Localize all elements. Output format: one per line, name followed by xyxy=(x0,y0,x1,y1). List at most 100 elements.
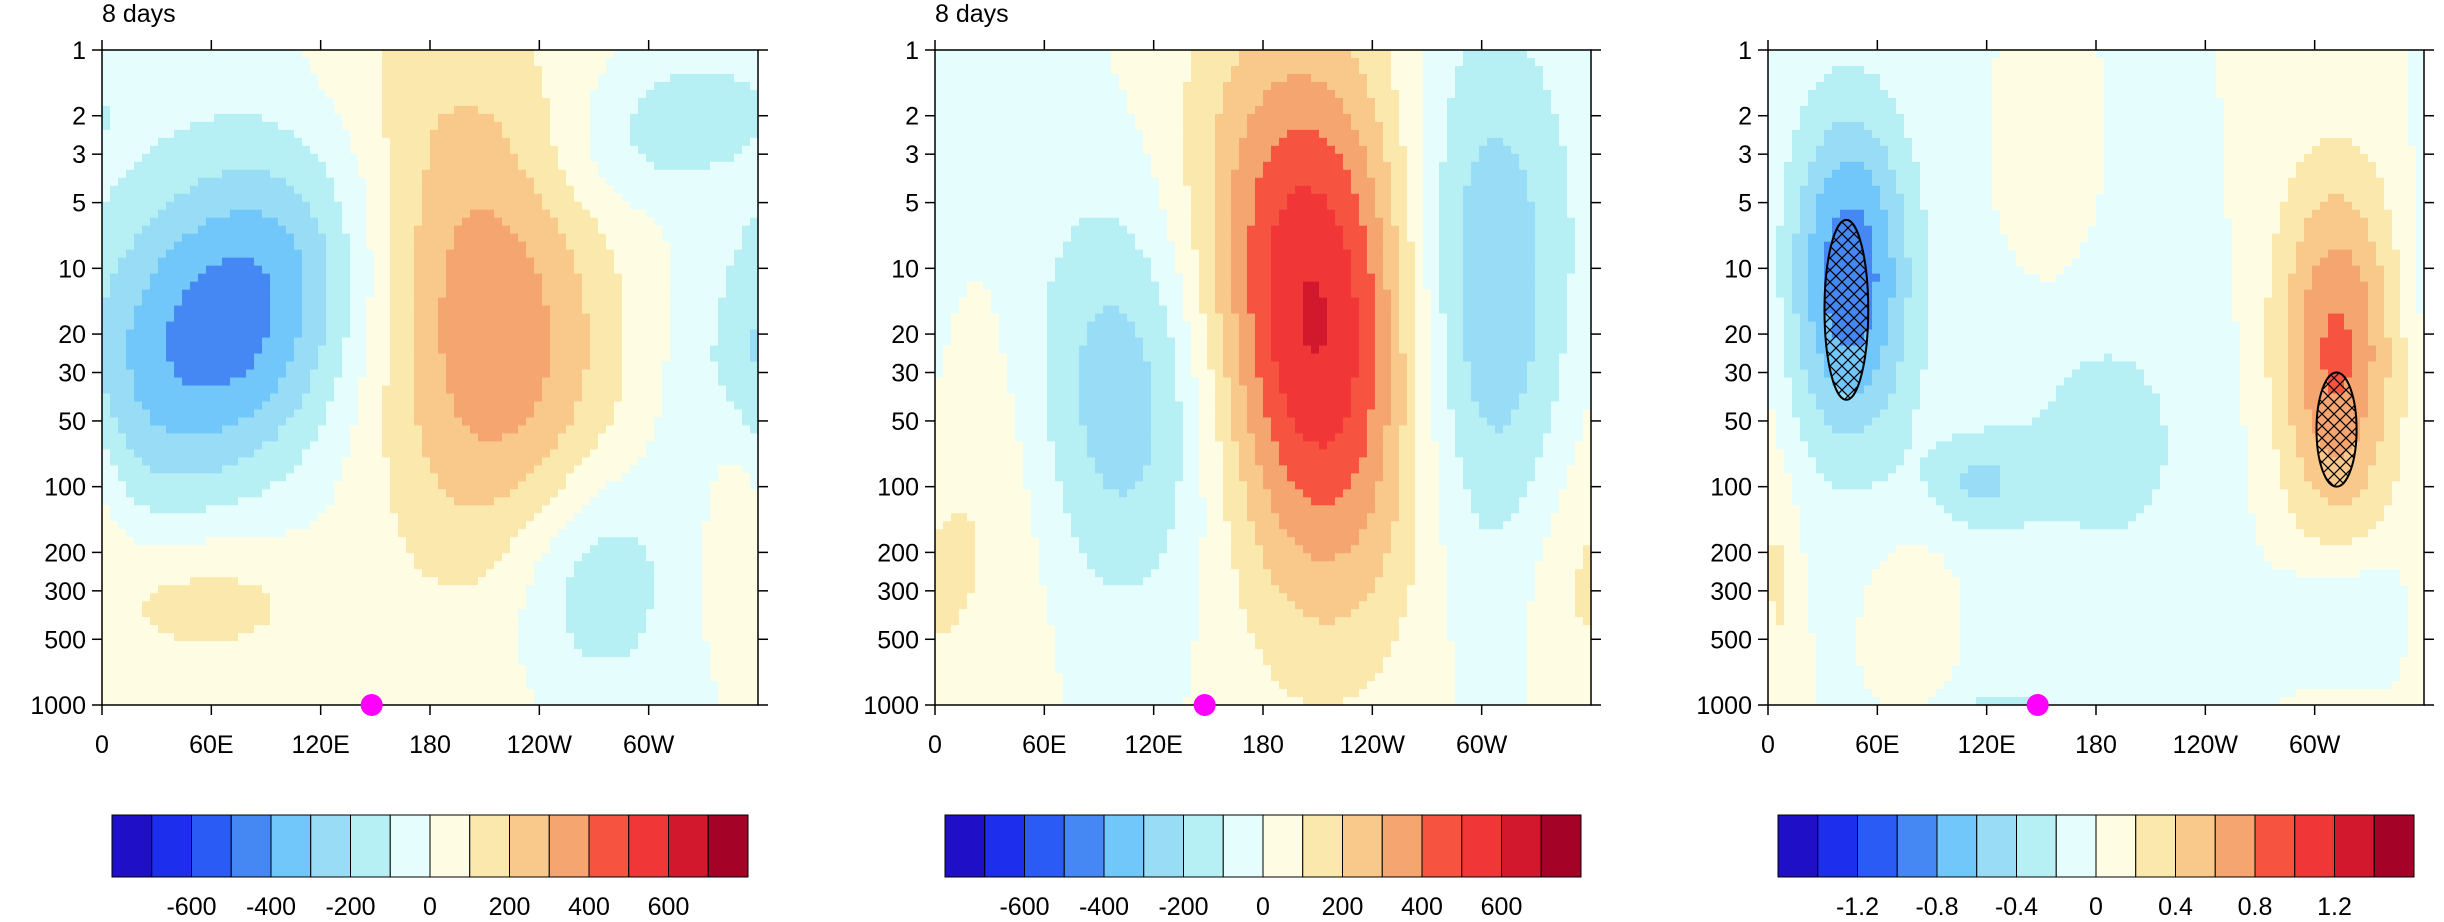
field-cell xyxy=(470,217,479,227)
field-cell xyxy=(670,57,679,67)
field-cell xyxy=(334,73,343,83)
field-cell xyxy=(390,273,399,283)
field-cell xyxy=(574,241,583,251)
field-cell xyxy=(590,201,599,211)
field-cell xyxy=(574,353,583,363)
field-cell xyxy=(598,201,607,211)
field-cell xyxy=(486,385,495,395)
field-cell xyxy=(102,153,111,163)
field-cell xyxy=(614,105,623,115)
field-cell xyxy=(286,241,295,251)
field-cell xyxy=(342,329,351,339)
field-cell xyxy=(614,401,623,411)
field-cell xyxy=(614,337,623,347)
field-cell xyxy=(286,329,295,339)
field-cell xyxy=(670,249,679,259)
field-cell xyxy=(638,521,647,530)
field-cell xyxy=(470,369,479,379)
field-cell xyxy=(134,65,143,75)
field-cell xyxy=(222,281,231,291)
field-cell xyxy=(414,465,423,474)
field-cell xyxy=(342,281,351,291)
field-cell xyxy=(694,529,703,538)
field-cell xyxy=(710,129,719,139)
field-cell xyxy=(646,497,655,506)
field-cell xyxy=(254,153,263,163)
field-cell xyxy=(614,161,623,171)
field-cell xyxy=(518,417,527,427)
field-cell xyxy=(414,129,423,139)
field-cell xyxy=(270,217,279,227)
field-cell xyxy=(742,337,751,347)
field-cell xyxy=(566,385,575,395)
field-cell xyxy=(710,57,719,67)
field-cell xyxy=(558,521,567,530)
field-cell xyxy=(350,361,359,371)
field-cell xyxy=(750,361,759,371)
field-cell xyxy=(750,305,759,315)
field-cell xyxy=(270,305,279,315)
field-cell xyxy=(326,177,335,187)
field-cell xyxy=(406,369,415,379)
field-cell xyxy=(134,345,143,355)
field-cell xyxy=(646,281,655,291)
field-cell xyxy=(310,137,319,147)
field-cell xyxy=(390,185,399,195)
field-cell xyxy=(342,193,351,203)
field-cell xyxy=(422,105,431,115)
field-cell xyxy=(230,329,239,339)
field-cell xyxy=(102,313,111,323)
field-cell xyxy=(262,497,271,506)
field-cell xyxy=(622,89,631,99)
field-cell xyxy=(574,193,583,203)
field-cell xyxy=(662,153,671,163)
field-cell xyxy=(158,401,167,411)
field-cell xyxy=(638,50,647,59)
field-cell xyxy=(630,257,639,267)
field-cell xyxy=(574,161,583,171)
field-cell xyxy=(734,329,743,339)
field-cell xyxy=(246,393,255,403)
field-cell xyxy=(334,241,343,251)
field-cell xyxy=(638,393,647,403)
field-cell xyxy=(262,265,271,275)
field-cell xyxy=(614,289,623,299)
field-cell xyxy=(726,89,735,99)
field-cell xyxy=(534,441,543,450)
field-cell xyxy=(454,50,463,59)
field-cell xyxy=(462,313,471,323)
field-cell xyxy=(686,521,695,530)
field-cell xyxy=(326,73,335,83)
field-cell xyxy=(606,361,615,371)
field-cell xyxy=(334,273,343,283)
field-cell xyxy=(182,329,191,339)
field-cell xyxy=(310,121,319,131)
field-cell xyxy=(662,425,671,435)
field-cell xyxy=(670,129,679,139)
field-cell xyxy=(462,97,471,107)
field-cell xyxy=(566,177,575,187)
field-cell xyxy=(150,529,159,538)
field-cell xyxy=(278,193,287,203)
field-cell xyxy=(366,449,375,458)
field-cell xyxy=(278,433,287,442)
field-cell xyxy=(630,145,639,155)
field-cell xyxy=(182,65,191,75)
field-cell xyxy=(734,345,743,355)
field-cell xyxy=(566,105,575,115)
field-cell xyxy=(598,161,607,171)
field-cell xyxy=(694,185,703,195)
field-cell xyxy=(622,249,631,259)
field-cell xyxy=(686,65,695,75)
field-cell xyxy=(190,57,199,67)
field-cell xyxy=(462,417,471,427)
field-cell xyxy=(294,73,303,83)
field-cell xyxy=(718,497,727,506)
field-cell xyxy=(710,233,719,243)
field-cell xyxy=(446,225,455,235)
field-cell xyxy=(206,529,215,538)
field-cell xyxy=(502,457,511,466)
field-cell xyxy=(598,217,607,227)
field-cell xyxy=(238,169,247,179)
field-cell xyxy=(510,273,519,283)
